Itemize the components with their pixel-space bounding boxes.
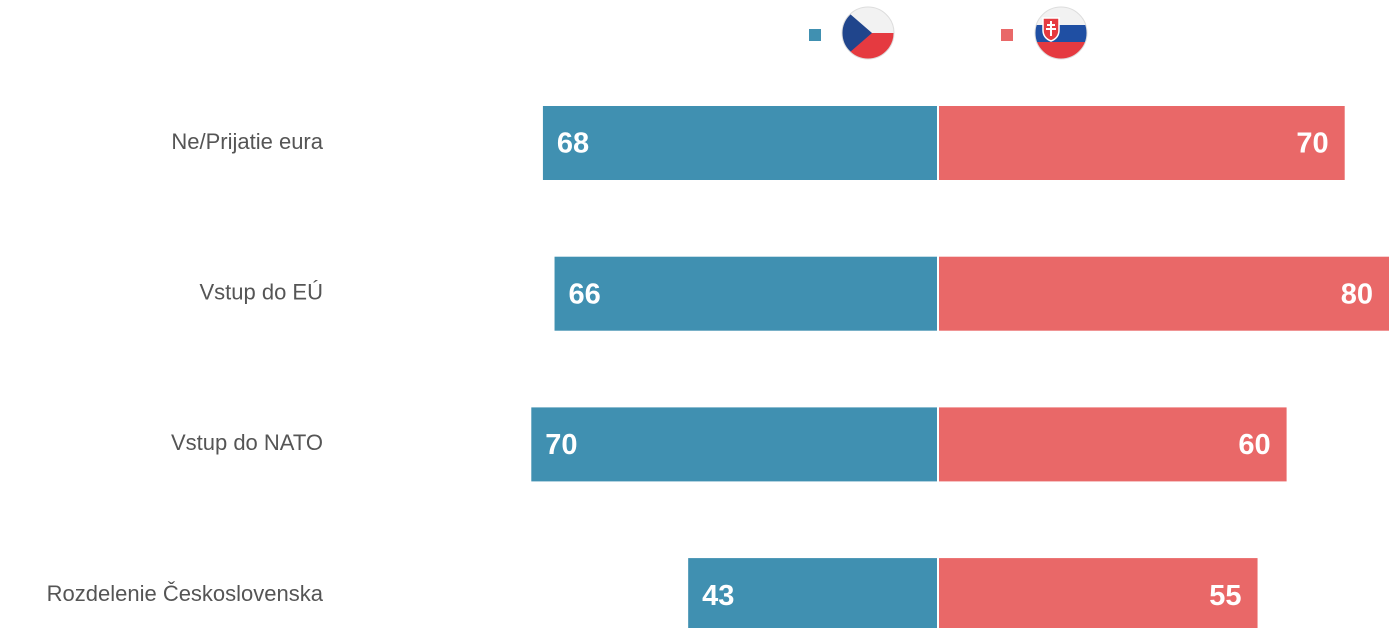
value-label: 60	[1238, 429, 1270, 461]
bar	[939, 558, 1258, 628]
value-label: 68	[557, 128, 589, 160]
bar	[939, 256, 1389, 331]
bar	[542, 106, 937, 180]
legend-swatch	[1001, 29, 1013, 41]
category-label: Vstup do NATO	[171, 430, 323, 455]
value-label: 70	[545, 429, 577, 461]
legend	[841, 6, 1088, 60]
value-label: 43	[702, 580, 734, 612]
legend-flag-sk	[1035, 7, 1087, 59]
value-label: 70	[1296, 128, 1328, 160]
bar	[531, 407, 937, 482]
category-label: Ne/Prijatie eura	[171, 129, 323, 154]
bar	[939, 106, 1345, 180]
value-label: 80	[1341, 278, 1373, 310]
bar	[688, 558, 937, 628]
legend-swatch	[809, 29, 821, 41]
bar	[554, 256, 937, 331]
category-label: Rozdelenie Československa	[47, 581, 324, 606]
value-label: 66	[569, 278, 601, 310]
value-label: 55	[1209, 580, 1241, 612]
category-label: Vstup do EÚ	[199, 280, 323, 305]
bar	[939, 407, 1287, 482]
